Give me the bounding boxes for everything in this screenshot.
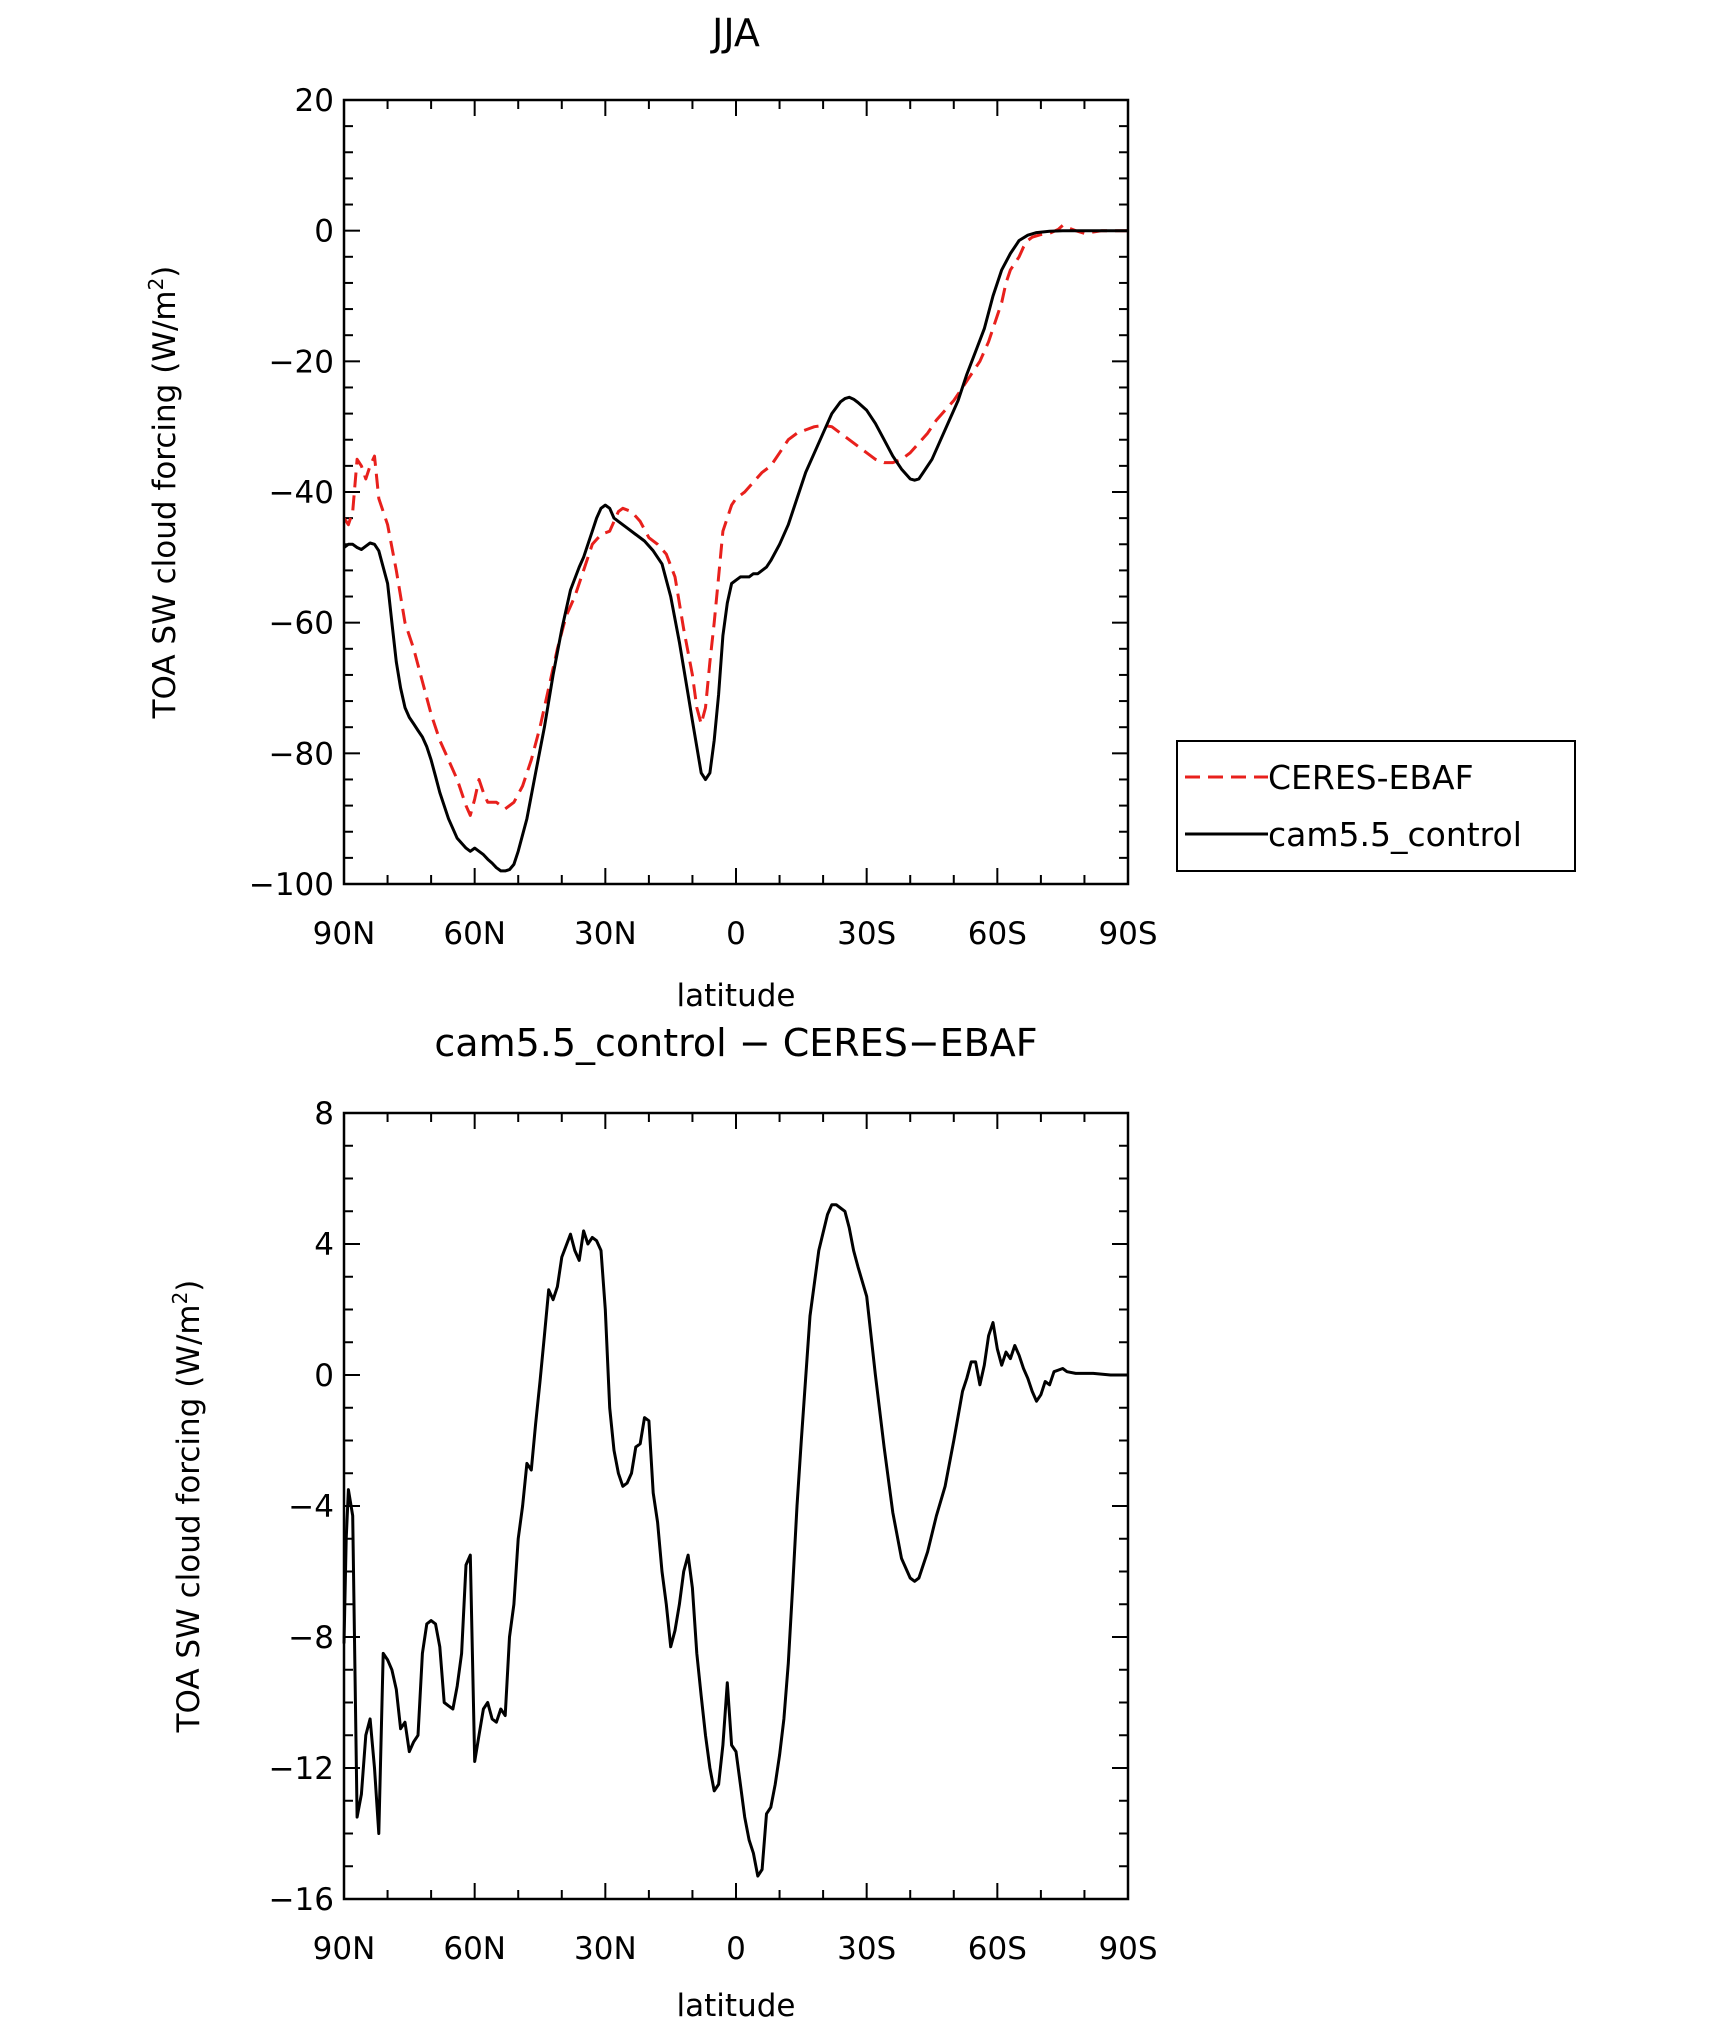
top-panel-y-tick-label: −20 bbox=[269, 344, 334, 380]
bottom-panel-y-ticks bbox=[344, 1112, 1128, 1900]
bottom-panel-x-tick-label: 60S bbox=[968, 1931, 1027, 1967]
legend: CERES-EBAF cam5.5_control bbox=[1176, 740, 1576, 872]
top-panel: JJA 90N 60N 30N 0 30S 60S 90S 20 0 −20 −40 −60 −80 −… bbox=[144, 11, 1576, 1014]
top-panel-x-tick-label: 90S bbox=[1098, 916, 1157, 952]
bottom-panel-y-tick-label: −4 bbox=[288, 1489, 334, 1525]
bottom-panel: cam5.5_control − CERES−EBAF 90N 60N 30N 0 30… bbox=[168, 1021, 1158, 2021]
bottom-panel-y-tick-labels: 8 4 0 −4 −8 −12 −16 bbox=[269, 1096, 334, 1918]
bottom-panel-y-tick-label: −12 bbox=[269, 1751, 334, 1787]
top-panel-series-line-cam5-5-control bbox=[343, 229, 1128, 873]
bottom-panel-x-tick-label: 90S bbox=[1098, 1931, 1157, 1967]
bottom-panel-x-axis-label: latitude bbox=[677, 1988, 796, 2021]
bottom-panel-x-tick-label: 30N bbox=[574, 1931, 637, 1967]
top-panel-y-axis-label-superscript: 2 bbox=[144, 278, 168, 291]
bottom-panel-title: cam5.5_control − CERES−EBAF bbox=[434, 1021, 1037, 1065]
top-panel-x-ticks bbox=[343, 100, 1129, 884]
top-panel-y-tick-label: −60 bbox=[269, 606, 334, 642]
legend-label-cam5-5-control: cam5.5_control bbox=[1268, 815, 1522, 854]
top-panel-y-tick-label: −100 bbox=[249, 867, 334, 903]
top-panel-y-axis-label: TOA SW cloud forcing (W/m2) bbox=[144, 266, 183, 720]
bottom-panel-x-ticks bbox=[343, 1113, 1129, 1899]
top-panel-x-axis-label: latitude bbox=[677, 978, 796, 1014]
top-panel-x-tick-label: 60N bbox=[443, 916, 506, 952]
top-panel-series bbox=[342, 223, 1128, 873]
top-panel-x-tick-label: 0 bbox=[726, 916, 746, 952]
bottom-panel-y-tick-label: −8 bbox=[288, 1620, 334, 1656]
bottom-panel-y-axis-label-close: ) bbox=[171, 1280, 207, 1292]
top-panel-x-tick-label: 60S bbox=[968, 916, 1027, 952]
top-panel-x-tick-label: 30S bbox=[837, 916, 896, 952]
bottom-panel-y-tick-label: 8 bbox=[314, 1096, 334, 1132]
top-panel-y-tick-label: −40 bbox=[269, 475, 334, 511]
top-panel-y-tick-label: 20 bbox=[295, 83, 334, 119]
bottom-panel-y-tick-label: −16 bbox=[269, 1882, 334, 1918]
top-panel-y-tick-label: −80 bbox=[269, 736, 334, 772]
bottom-panel-y-tick-label: 4 bbox=[314, 1227, 334, 1263]
bottom-panel-frame bbox=[342, 1111, 1130, 1901]
top-panel-frame bbox=[342, 98, 1130, 886]
bottom-panel-y-axis-label-text: TOA SW cloud forcing (W/m bbox=[171, 1304, 207, 1733]
bottom-panel-x-tick-label: 90N bbox=[313, 1931, 376, 1967]
top-panel-y-axis-label-close: ) bbox=[147, 266, 183, 278]
bottom-panel-x-tick-label: 0 bbox=[726, 1931, 746, 1967]
top-panel-y-tick-label: 0 bbox=[314, 214, 334, 250]
bottom-panel-series bbox=[342, 1203, 1128, 1878]
top-panel-x-tick-labels: 90N 60N 30N 0 30S 60S 90S bbox=[313, 916, 1158, 952]
bottom-panel-y-tick-label: 0 bbox=[314, 1358, 334, 1394]
bottom-panel-y-axis-label: TOA SW cloud forcing (W/m2) bbox=[168, 1280, 207, 1734]
top-panel-x-tick-label: 30N bbox=[574, 916, 637, 952]
top-panel-y-tick-labels: 20 0 −20 −40 −60 −80 −100 bbox=[249, 83, 334, 903]
top-panel-y-axis-label-text: TOA SW cloud forcing (W/m bbox=[147, 290, 183, 719]
top-panel-x-tick-label: 90N bbox=[313, 916, 376, 952]
bottom-panel-x-tick-label: 30S bbox=[837, 1931, 896, 1967]
bottom-panel-y-axis-label-superscript: 2 bbox=[168, 1292, 192, 1305]
top-panel-y-ticks bbox=[344, 99, 1128, 885]
legend-box bbox=[1176, 740, 1576, 872]
top-panel-series-line-ceres-ebaf bbox=[342, 223, 1128, 817]
bottom-panel-x-tick-labels: 90N 60N 30N 0 30S 60S 90S bbox=[313, 1931, 1158, 1967]
top-panel-title: JJA bbox=[710, 11, 760, 55]
bottom-panel-series-line-difference bbox=[342, 1203, 1128, 1878]
bottom-panel-x-tick-label: 60N bbox=[443, 1931, 506, 1967]
legend-label-ceres-ebaf: CERES-EBAF bbox=[1268, 758, 1474, 797]
